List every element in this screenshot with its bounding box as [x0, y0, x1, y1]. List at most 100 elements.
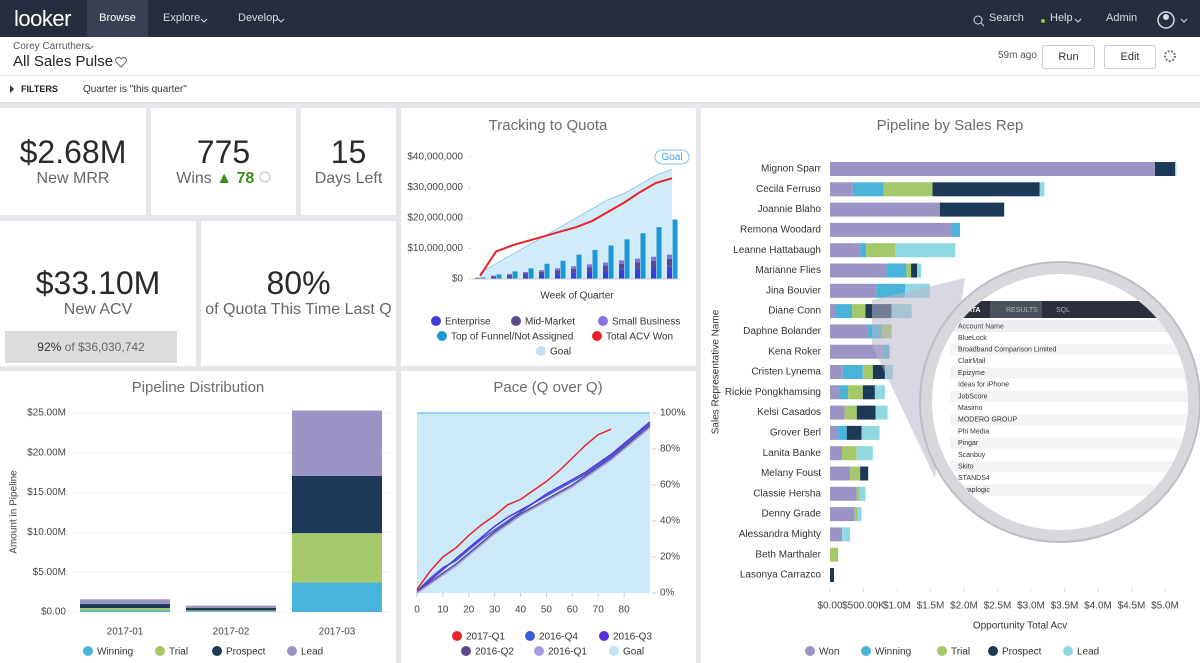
bar-segment — [838, 425, 847, 440]
bar-segment — [872, 365, 885, 379]
lens-cell: Swaplogic — [958, 487, 990, 494]
kpi-label-row: Wins ▲ 78 — [151, 170, 296, 188]
tile-mrr: $2.68M New MRR — [0, 108, 146, 215]
legend-label: 2016-Q1 — [548, 647, 587, 658]
legend-swatch — [805, 646, 815, 656]
x-tick-label: $500.00K — [842, 601, 885, 612]
bar-segment — [830, 507, 855, 522]
filters-label[interactable]: FILTERS — [21, 84, 58, 94]
nav-explore[interactable]: Explore — [163, 12, 201, 24]
legend-label: Trial — [169, 647, 188, 658]
bar-segment — [830, 527, 843, 542]
settings-icon[interactable] — [1164, 50, 1176, 62]
bar-segment — [587, 267, 592, 272]
legend-swatch — [609, 646, 619, 656]
bar-segment — [523, 273, 528, 276]
bar-segment — [555, 268, 560, 271]
bar-segment — [1154, 162, 1176, 176]
owner[interactable]: Corey Carruthers — [13, 41, 90, 52]
lens-row — [950, 332, 1188, 344]
legend-swatch — [431, 316, 441, 326]
edit-button[interactable]: Edit — [1104, 45, 1156, 69]
filter-condition: Quarter is "this quarter" — [83, 84, 187, 95]
expand-icon[interactable] — [10, 85, 16, 93]
tile-acv: $33.10M New ACV 92% of $36,030,742 — [0, 221, 196, 366]
updated: 59m ago — [998, 50, 1037, 61]
bar-segment — [886, 263, 907, 278]
logo[interactable]: looker — [14, 6, 71, 31]
y-tick-label: Cecila Ferruso — [756, 184, 821, 195]
legend-label: Goal — [623, 647, 644, 658]
bar-segment — [491, 276, 496, 278]
info-icon[interactable] — [259, 171, 271, 183]
x-tick-label: 40 — [515, 605, 527, 616]
line — [479, 177, 673, 277]
lens-row — [950, 391, 1188, 402]
bar — [560, 260, 566, 279]
lens-row — [950, 472, 1188, 484]
x-tick-label: 10 — [437, 605, 449, 616]
line — [416, 421, 651, 594]
legend-label: 2016-Q3 — [613, 632, 652, 643]
progress-total: of $36,030,742 — [64, 340, 145, 354]
search-icon[interactable] — [973, 15, 983, 25]
bar-segment — [856, 405, 876, 420]
y-tick-label: Leanne Hattabaugh — [733, 245, 821, 256]
y-tick-label: Remona Woodard — [740, 225, 821, 236]
legend-label: Enterprise — [445, 317, 491, 328]
x-tick-label: 30 — [489, 605, 501, 616]
y-tick-label: Lasonya Carrazco — [740, 570, 822, 581]
bar-segment — [635, 262, 640, 269]
y-tick-label: 40% — [660, 516, 680, 527]
lens-row — [950, 461, 1188, 473]
nav-develop[interactable]: Develop — [238, 12, 279, 24]
bar-segment — [186, 610, 276, 612]
bar-segment — [80, 599, 170, 605]
y-tick-label: 60% — [660, 480, 680, 491]
nav-search[interactable]: Search — [989, 12, 1024, 24]
bar-segment — [836, 304, 853, 319]
avatar[interactable] — [1157, 11, 1175, 29]
nav-admin[interactable]: Admin — [1106, 12, 1138, 24]
nav-help[interactable]: Help — [1050, 12, 1073, 24]
y-tick-label: Joannie Blaho — [758, 204, 822, 215]
x-axis-label: Week of Quarter — [540, 291, 614, 302]
tile-last-q: 80% of Quota This Time Last Q — [201, 221, 396, 366]
bar — [480, 277, 486, 279]
nav-browse[interactable]: Browse — [87, 0, 148, 37]
run-button[interactable]: Run — [1042, 45, 1095, 69]
kpi-value: 775 — [196, 134, 251, 170]
legend-label: Lead — [301, 647, 323, 658]
bar-segment — [917, 263, 922, 278]
lens-cell: Skito — [958, 464, 974, 471]
bar — [592, 250, 598, 279]
lens-cell: Ideas for iPhone — [958, 382, 1009, 389]
legend-swatch — [83, 646, 93, 656]
bar-segment — [507, 274, 512, 277]
bar-segment — [507, 273, 512, 275]
y-tick-label: $0 — [452, 274, 464, 285]
favorite-icon[interactable] — [115, 57, 127, 68]
y-tick-label: Melany Foust — [761, 468, 821, 479]
bar-segment — [667, 254, 672, 259]
y-tick-label: $10.00M — [27, 527, 66, 538]
legend-label: Trial — [951, 647, 970, 658]
x-tick-label: $4.0M — [1084, 601, 1112, 612]
bar-segment — [939, 202, 1005, 217]
bar-segment — [842, 446, 857, 461]
x-tick-label: $3.5M — [1051, 601, 1079, 612]
bar-segment — [830, 385, 841, 400]
bar-segment — [619, 263, 624, 270]
bar-segment — [619, 269, 624, 279]
lens-row — [950, 344, 1188, 356]
bar — [608, 245, 614, 279]
bar-segment — [491, 277, 496, 279]
bar-segment — [603, 271, 608, 279]
legend-swatch — [461, 646, 471, 656]
bar-segment — [80, 610, 170, 612]
bar-segment — [523, 275, 528, 279]
bar-segment — [830, 202, 940, 217]
dashboard-title: All Sales Pulse — [13, 53, 114, 70]
kpi-value: $33.10M — [35, 265, 161, 301]
kpi-label: New ACV — [63, 301, 133, 318]
